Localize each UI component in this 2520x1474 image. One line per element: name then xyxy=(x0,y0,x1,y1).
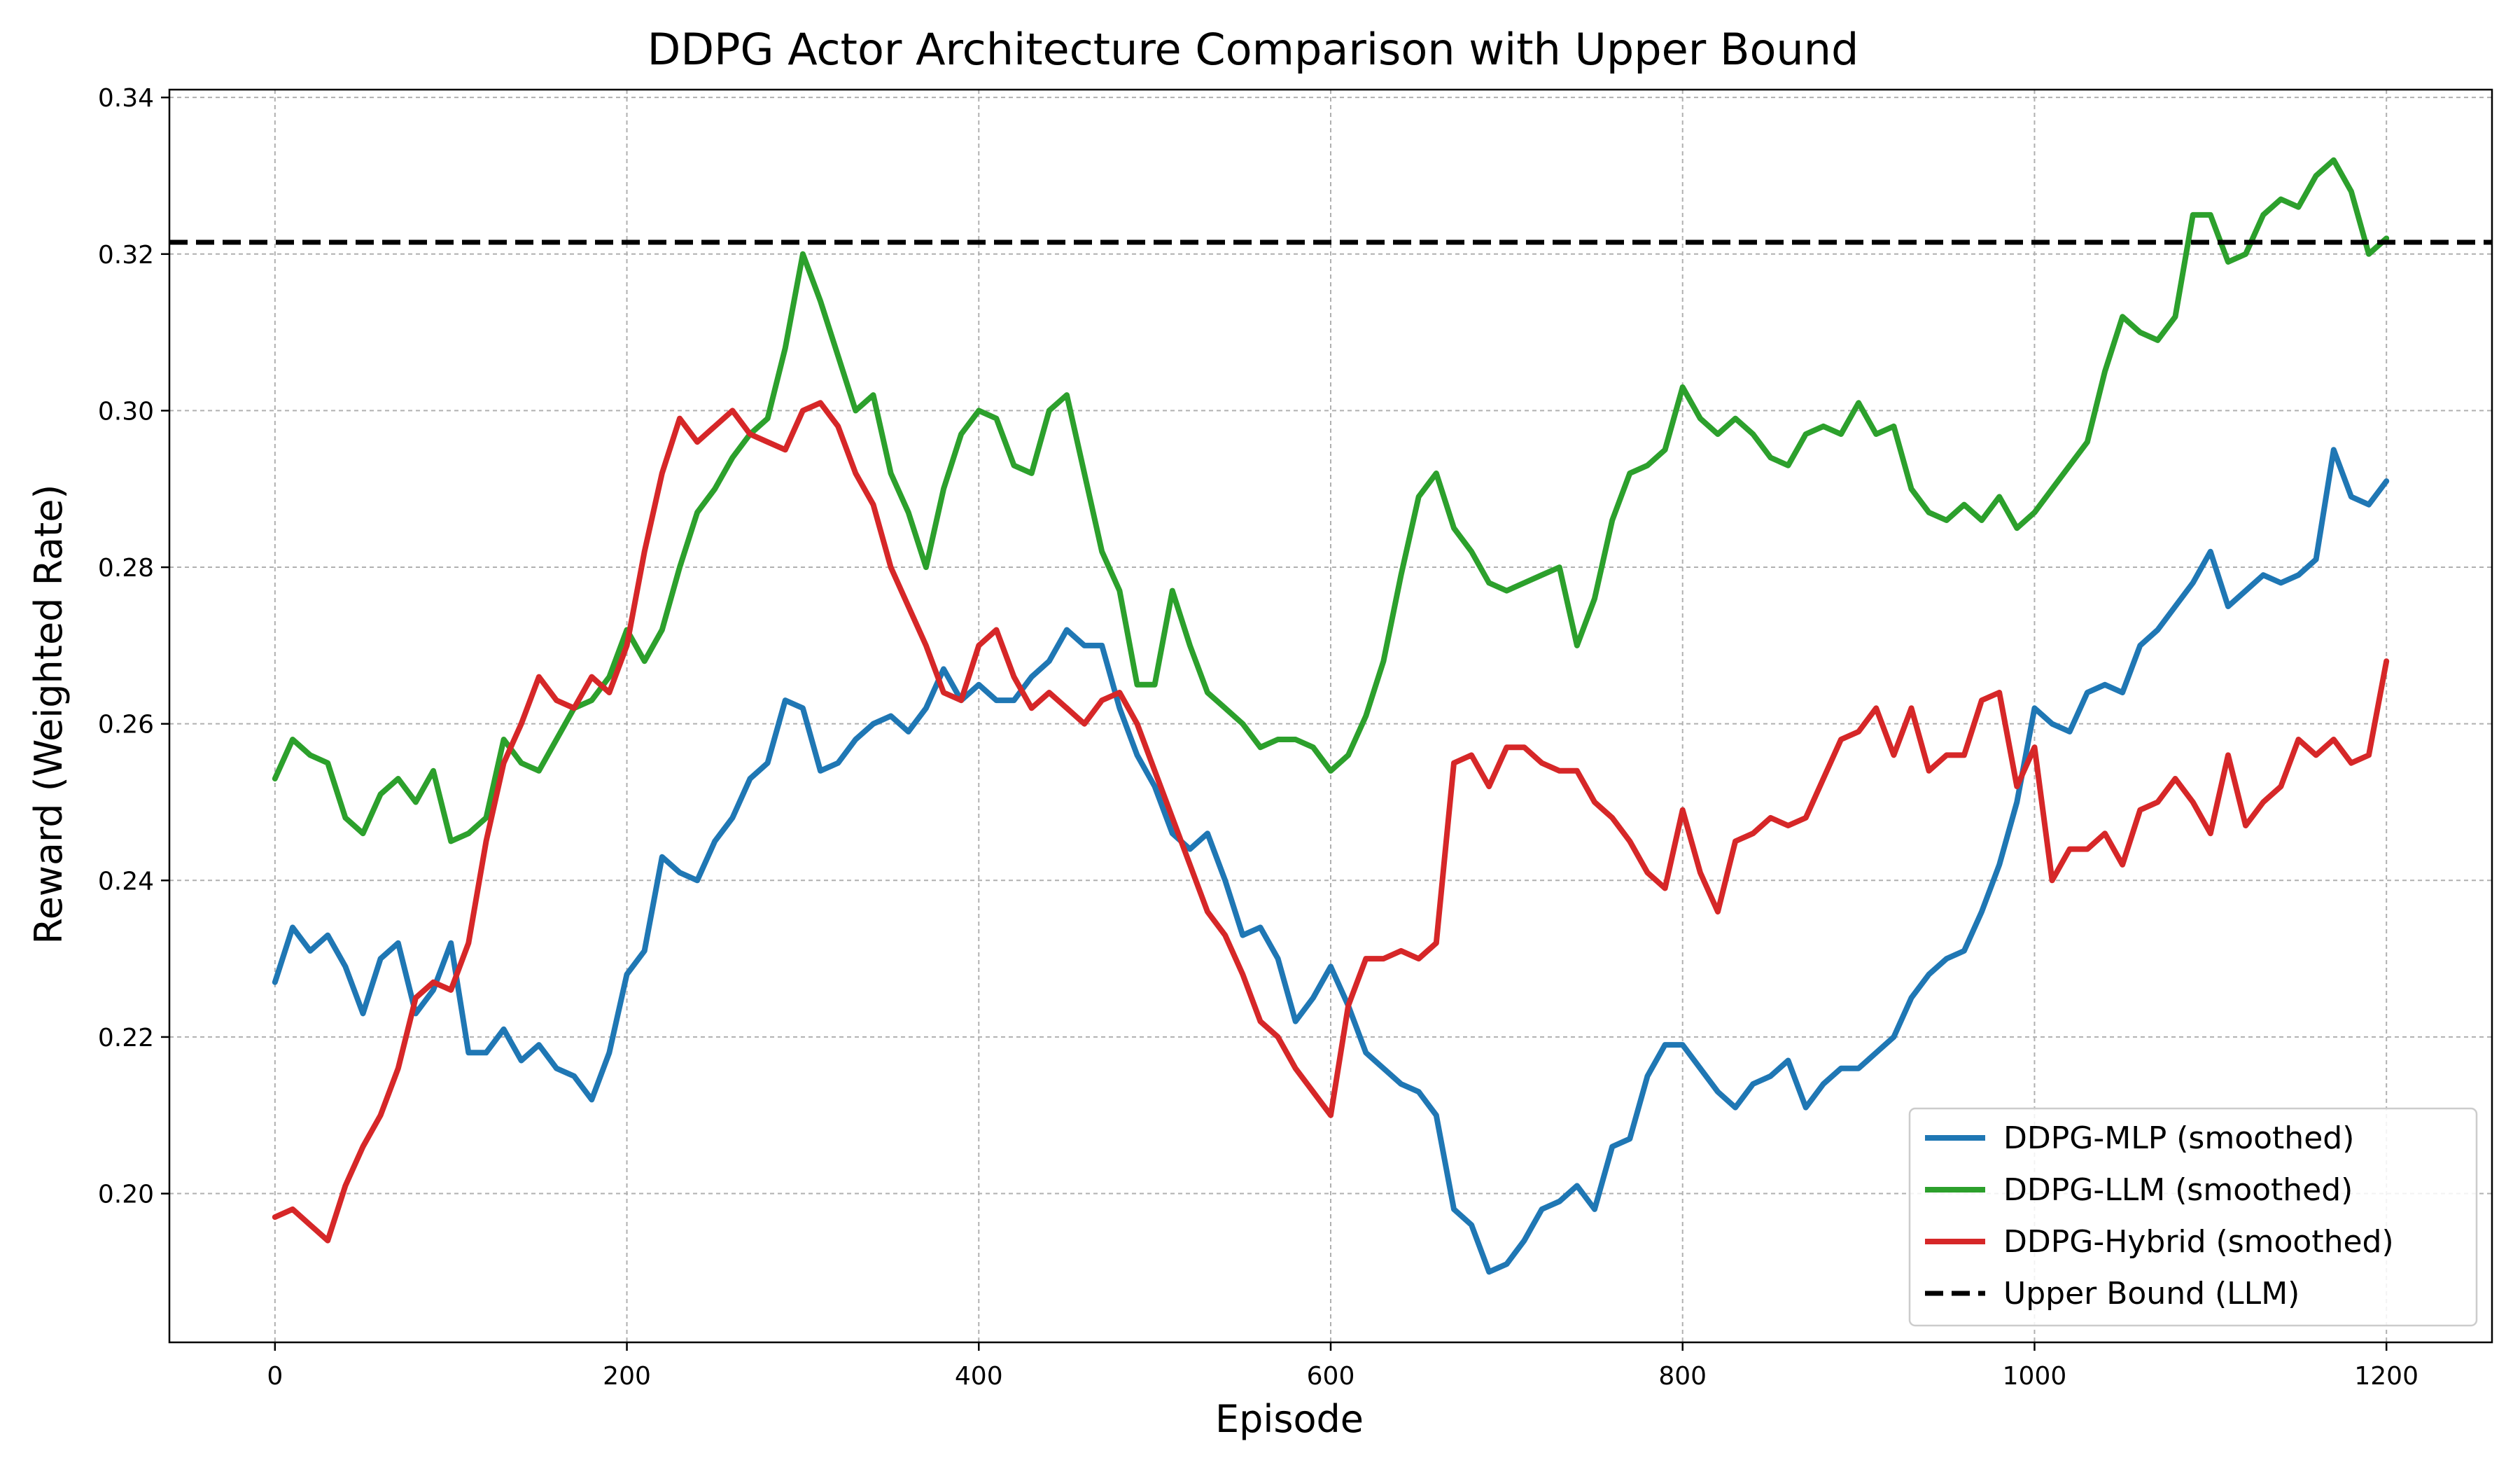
legend: DDPG-MLP (smoothed) DDPG-LLM (smoothed) DD… xyxy=(1908,1107,2478,1327)
y-tick-label: 0.32 xyxy=(98,241,154,270)
y-tick-label: 0.24 xyxy=(98,867,154,896)
y-tick-label: 0.30 xyxy=(98,397,154,426)
legend-entry-ddpg-llm-smoothed: DDPG-LLM (smoothed) xyxy=(2003,1172,2353,1208)
x-tick-label: 400 xyxy=(955,1362,1003,1391)
legend-frame xyxy=(1908,1107,2478,1327)
series-line-ddpg-hybrid-smoothed xyxy=(272,400,2390,1244)
x-tick-label: 1000 xyxy=(2003,1362,2067,1391)
y-axis-label: Reward (Weighted Rate) xyxy=(27,484,71,944)
series-line-ddpg-llm-smoothed xyxy=(272,157,2390,844)
x-tick-label: 0 xyxy=(267,1362,283,1391)
legend-entry-ddpg-hybrid-smoothed: DDPG-Hybrid (smoothed) xyxy=(2003,1224,2394,1260)
y-tick-label: 0.22 xyxy=(98,1024,154,1052)
y-tick-label: 0.34 xyxy=(98,84,154,113)
series-line-ddpg-mlp-smoothed xyxy=(272,447,2390,1275)
y-tick-label: 0.20 xyxy=(98,1181,154,1209)
x-tick-label: 200 xyxy=(603,1362,651,1391)
chart-title: DDPG Actor Architecture Comparison with … xyxy=(648,24,1859,75)
legend-entry-upper-bound-llm: Upper Bound (LLM) xyxy=(2003,1276,2300,1312)
x-tick-label: 800 xyxy=(1658,1362,1707,1391)
x-axis-label: Episode xyxy=(1215,1397,1364,1441)
x-tick-label: 600 xyxy=(1307,1362,1355,1391)
y-tick-label: 0.28 xyxy=(98,554,154,583)
x-tick-label: 1200 xyxy=(2354,1362,2418,1391)
legend-entry-ddpg-mlp-smoothed: DDPG-MLP (smoothed) xyxy=(2003,1120,2354,1156)
y-tick-label: 0.26 xyxy=(98,711,154,739)
plot-frame xyxy=(168,88,2493,1344)
